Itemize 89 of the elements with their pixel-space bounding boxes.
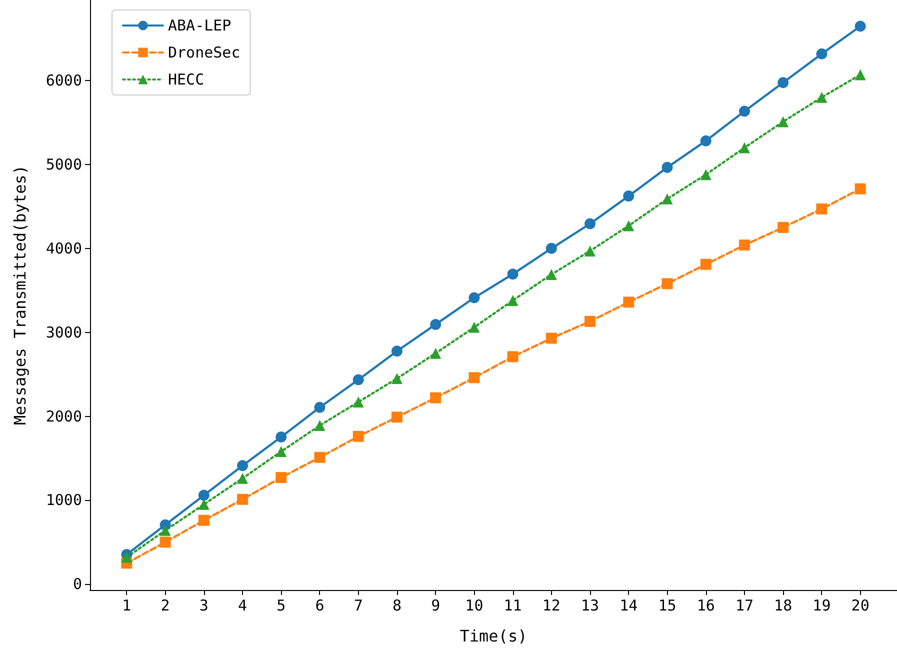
point <box>352 374 364 386</box>
point <box>391 346 402 357</box>
point <box>700 169 712 180</box>
point <box>314 420 326 432</box>
point <box>546 268 557 280</box>
legend-label: DroneSec <box>168 44 240 62</box>
y-axis-title: Messages Transmitted(bytes) <box>10 164 30 426</box>
point <box>507 268 518 280</box>
point <box>546 242 557 254</box>
x-tick-label: 6 <box>315 596 324 614</box>
x-tick-label: 7 <box>354 596 363 614</box>
point <box>121 552 132 563</box>
point <box>237 494 248 505</box>
point <box>160 536 171 548</box>
point <box>584 218 596 230</box>
x-tick-label: 12 <box>542 596 560 614</box>
point <box>700 258 712 270</box>
x-tick-label: 5 <box>276 596 286 614</box>
point <box>391 373 402 384</box>
x-tick-label: 10 <box>465 596 484 614</box>
point <box>738 142 750 154</box>
point <box>546 332 557 344</box>
point <box>237 460 248 472</box>
point <box>314 452 326 463</box>
x-tick-label: 20 <box>851 596 870 614</box>
point <box>507 294 518 306</box>
x-tick-label: 16 <box>696 596 715 614</box>
point <box>662 278 673 290</box>
y-tick-label: 2000 <box>46 407 82 426</box>
point <box>237 472 248 484</box>
legend-label: ABA-LEP <box>168 16 232 34</box>
point <box>662 162 673 173</box>
x-tick-label: 19 <box>812 596 831 614</box>
point <box>778 222 789 233</box>
point <box>623 220 634 232</box>
point <box>314 402 326 413</box>
point <box>584 316 596 327</box>
point <box>816 48 828 60</box>
y-tick-label: 0 <box>72 575 82 594</box>
point <box>468 322 480 333</box>
x-tick-label: 11 <box>504 596 522 614</box>
point <box>816 92 828 103</box>
point <box>778 77 789 88</box>
point <box>854 69 866 80</box>
point <box>662 193 673 204</box>
point <box>507 351 518 362</box>
point <box>276 432 287 442</box>
point <box>738 106 750 117</box>
x-axis-title: Time(s) <box>460 626 528 646</box>
x-tick-label: 15 <box>658 596 676 614</box>
x-tick-label: 13 <box>581 596 600 614</box>
y-tick-label: 6000 <box>46 72 82 90</box>
point <box>430 392 442 404</box>
point <box>198 498 210 510</box>
x-tick-label: 17 <box>735 596 754 614</box>
x-tick-label: 4 <box>238 596 248 614</box>
point <box>623 190 634 202</box>
point <box>854 183 866 194</box>
x-tick-label: 14 <box>620 596 638 614</box>
point <box>352 396 364 408</box>
point <box>198 514 210 526</box>
point <box>160 524 171 536</box>
point <box>352 430 364 442</box>
y-tick-label: 1000 <box>46 491 82 510</box>
point <box>623 296 634 308</box>
point <box>468 292 480 304</box>
point <box>430 318 442 330</box>
point <box>276 472 287 484</box>
point <box>738 240 750 251</box>
point <box>816 203 828 214</box>
point <box>468 372 480 384</box>
x-tick-label: 18 <box>774 596 792 614</box>
point <box>778 116 789 128</box>
y-tick-label: 5000 <box>46 155 82 174</box>
y-tick-label: 3000 <box>46 323 82 342</box>
point <box>198 490 210 501</box>
point <box>391 412 402 423</box>
x-tick-label: 3 <box>199 596 208 614</box>
legend-label: HECC <box>168 70 204 88</box>
point <box>584 245 596 256</box>
x-tick-label: 9 <box>431 596 440 614</box>
y-tick-label: 4000 <box>46 239 82 258</box>
point <box>854 20 866 32</box>
x-tick-label: 8 <box>392 596 402 614</box>
x-tick-label: 1 <box>122 596 132 614</box>
point <box>430 348 442 359</box>
point <box>276 446 287 458</box>
x-tick-label: 2 <box>160 596 170 614</box>
point <box>700 135 712 146</box>
